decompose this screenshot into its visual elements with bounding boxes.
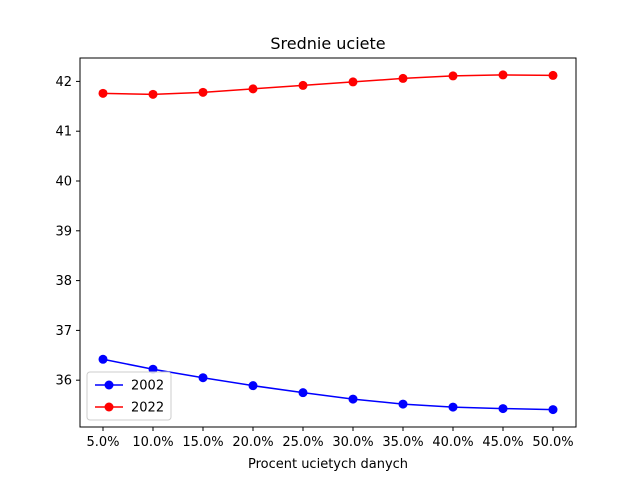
y-tick-label: 39 — [55, 224, 72, 239]
x-tick-label: 30.0% — [332, 435, 373, 450]
legend-marker-2022 — [104, 402, 114, 412]
x-axis-ticks: 5.0% 10.0% 15.0% 20.0% 25.0% 30.0% 35.0% 40.0% 4… — [86, 427, 574, 450]
x-tick-label: 25.0% — [282, 435, 323, 450]
data-point-2022 — [548, 70, 558, 80]
data-point-2022 — [348, 77, 358, 87]
data-point-2002 — [398, 399, 408, 409]
data-point-2022 — [498, 70, 508, 80]
series-line-2022 — [102, 74, 554, 96]
x-axis-label: Procent ucietych danych — [248, 457, 408, 472]
legend-label-2022: 2022 — [131, 401, 164, 416]
data-point-2022 — [448, 71, 458, 81]
data-point-2002 — [548, 405, 558, 415]
data-point-2002 — [348, 394, 358, 404]
y-tick-label: 41 — [55, 125, 72, 140]
data-point-2022 — [248, 84, 258, 94]
y-tick-label: 37 — [55, 324, 72, 339]
y-tick-label: 38 — [55, 274, 72, 289]
x-tick-label: 5.0% — [86, 435, 119, 450]
x-tick-label: 20.0% — [232, 435, 273, 450]
data-point-2002 — [448, 402, 458, 412]
y-tick-label: 42 — [55, 75, 72, 90]
data-point-2022 — [148, 89, 158, 99]
data-point-2022 — [398, 73, 408, 83]
data-point-2022 — [198, 87, 208, 97]
y-tick-label: 36 — [55, 374, 72, 389]
x-tick-label: 50.0% — [532, 435, 573, 450]
data-point-2002 — [198, 373, 208, 383]
x-tick-label: 35.0% — [382, 435, 423, 450]
legend: 2002 2022 — [86, 371, 172, 421]
x-tick-label: 10.0% — [132, 435, 173, 450]
data-point-2022 — [98, 88, 108, 98]
legend-label-2002: 2002 — [131, 379, 164, 394]
x-tick-label: 45.0% — [482, 435, 523, 450]
x-tick-label: 40.0% — [432, 435, 473, 450]
data-point-2022 — [298, 80, 308, 90]
data-point-2002 — [298, 388, 308, 398]
data-point-2002 — [98, 354, 108, 364]
series-line-2002 — [102, 358, 554, 411]
x-tick-label: 15.0% — [182, 435, 223, 450]
chart-title: Srednie uciete — [270, 34, 385, 53]
plot-area-frame — [79, 57, 577, 428]
y-tick-label: 40 — [55, 175, 72, 190]
data-point-2002 — [148, 364, 158, 374]
series-layer — [98, 70, 558, 415]
legend-marker-2002 — [104, 380, 114, 390]
data-point-2002 — [248, 381, 258, 391]
data-point-2002 — [498, 404, 508, 414]
y-axis-ticks: 36 37 38 39 40 41 42 — [55, 75, 80, 389]
